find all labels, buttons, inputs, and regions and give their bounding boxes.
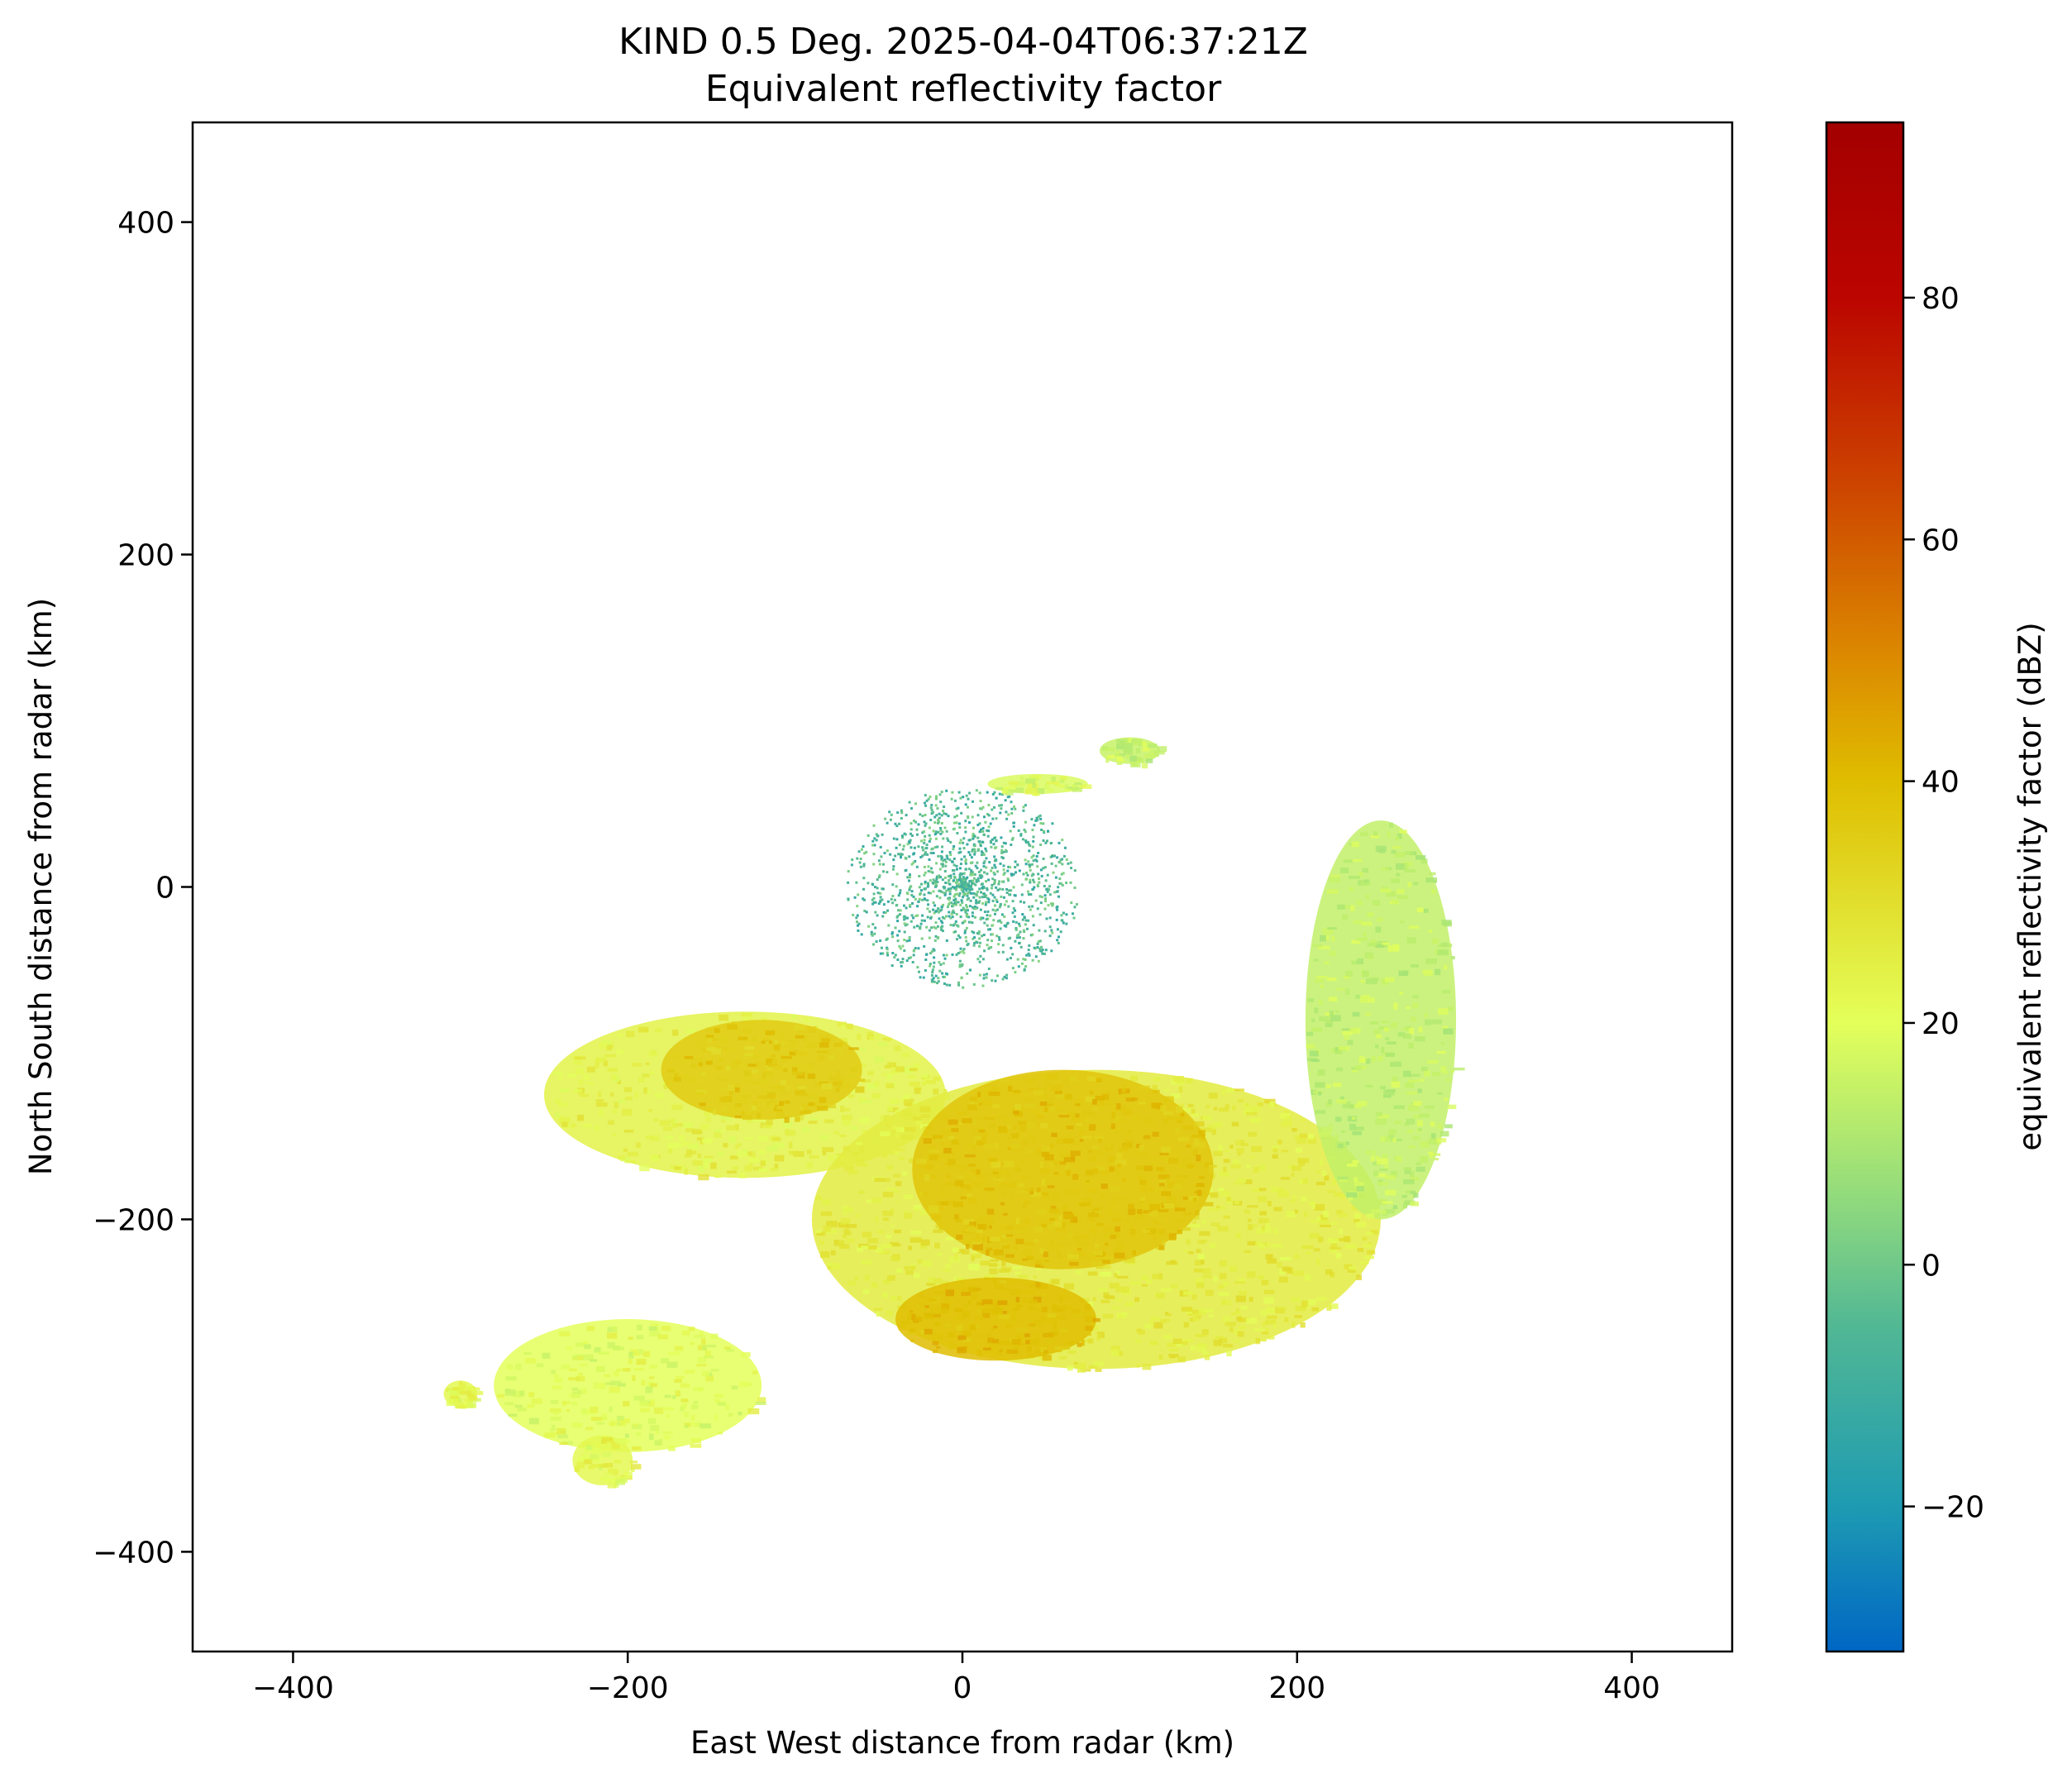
colorbar-tick-label: 80 (1922, 282, 1960, 316)
y-tick-label: −400 (93, 1536, 174, 1570)
colorbar-tick-label: 40 (1922, 766, 1960, 800)
x-axis: −400 −200 0 200 400 (252, 1652, 1660, 1705)
y-tick-label: 0 (155, 872, 174, 906)
colorbar-tick-label: −20 (1922, 1491, 1984, 1525)
y-axis-label: North South distance from radar (km) (23, 598, 59, 1175)
y-tick-label: 200 (117, 539, 174, 573)
x-tick-label: 400 (1603, 1671, 1660, 1705)
colorbar-label: equivalent reflectivity factor (dBZ) (2012, 622, 2048, 1150)
y-tick-label: −200 (93, 1203, 174, 1237)
x-tick-label: −400 (252, 1671, 334, 1705)
echo-region (895, 1277, 1100, 1361)
x-axis-label: East West distance from radar (km) (690, 1725, 1234, 1761)
echo-region (1305, 820, 1465, 1220)
x-tick-label: 0 (953, 1671, 972, 1705)
reflectivity-field (443, 737, 1465, 1489)
y-tick-label: 400 (117, 207, 174, 241)
y-axis: −400 −200 0 200 400 (93, 207, 193, 1570)
colorbar-axis: −20 0 20 40 60 80 (1903, 282, 1984, 1525)
x-tick-label: −200 (587, 1671, 669, 1705)
echo-region (847, 789, 1078, 989)
colorbar-tick-label: 60 (1922, 523, 1960, 557)
echo-region (572, 1435, 642, 1489)
echo-region (443, 1380, 484, 1409)
colorbar (1825, 121, 1905, 1653)
x-tick-label: 200 (1268, 1671, 1325, 1705)
echo-region (912, 1069, 1217, 1269)
chart-title: KIND 0.5 Deg. 2025-04-04T06:37:21Z (618, 21, 1308, 63)
echo-region (494, 1319, 766, 1452)
echo-region (987, 773, 1092, 796)
echo-region (661, 1020, 866, 1123)
colorbar-tick-label: 20 (1922, 1007, 1960, 1041)
colorbar-tick-label: 0 (1922, 1249, 1941, 1283)
chart-subtitle: Equivalent reflectivity factor (705, 68, 1222, 110)
echo-region (1099, 737, 1167, 769)
